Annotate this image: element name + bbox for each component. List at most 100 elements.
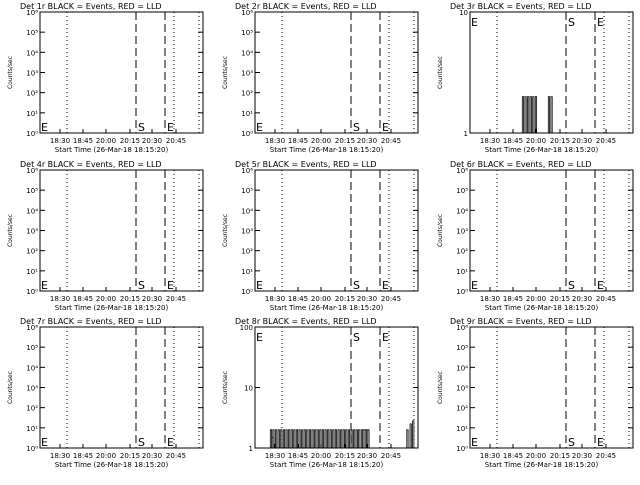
panel-title: Det 4r BLACK = Events, RED = LLD <box>20 160 162 169</box>
x-tick-label: 20:15 <box>550 295 570 303</box>
event-series <box>521 96 553 134</box>
y-axis-label: Counts/sec <box>7 371 14 404</box>
x-tick-label: 18:45 <box>288 452 308 460</box>
marker-e: E <box>167 121 174 134</box>
x-axis-label: Start Time (26-Mar-18 18:15:20) <box>55 461 169 469</box>
x-tick-label: 20:45 <box>381 295 401 303</box>
y-tick-label: 10 <box>244 385 253 393</box>
x-tick-label: 20:15 <box>550 137 570 145</box>
x-tick-label: 18:45 <box>288 295 308 303</box>
marker-s: S <box>353 279 360 292</box>
panel-title: Det 1r BLACK = Events, RED = LLD <box>20 2 162 11</box>
y-tick-label: 10⁴ <box>456 207 468 215</box>
x-tick-label: 18:30 <box>50 452 70 460</box>
y-tick-label: 10² <box>26 248 38 256</box>
panel-det-8: Det 8r BLACK = Events, RED = LLD Counts/s… <box>222 317 419 469</box>
y-tick-label: 10⁵ <box>26 29 38 37</box>
plot-frame <box>254 169 419 292</box>
y-axis-label: Counts/sec <box>437 214 444 247</box>
marker-e: E <box>382 279 389 292</box>
x-tick-label: 20:15 <box>120 452 140 460</box>
x-tick-label: 20:45 <box>596 295 616 303</box>
x-tick-label: 20:15 <box>550 452 570 460</box>
x-axis-label: Start Time (26-Mar-18 18:15:20) <box>485 304 599 312</box>
marker-e: E <box>597 279 604 292</box>
y-tick-label: 10³ <box>456 228 468 236</box>
panel-det-4: Det 4r BLACK = Events, RED = LLD Counts/s… <box>7 160 204 312</box>
y-axis-label: Counts/sec <box>222 214 229 247</box>
y-tick-label: 10⁵ <box>241 187 253 195</box>
y-axis-label: Counts/sec <box>222 371 229 404</box>
panel-title: Det 9r BLACK = Events, RED = LLD <box>450 317 592 326</box>
x-tick-label: 18:30 <box>50 137 70 145</box>
x-tick-label: 18:45 <box>288 137 308 145</box>
x-tick-label: 20:45 <box>166 137 186 145</box>
marker-e: E <box>41 436 48 449</box>
y-tick-label: 10⁵ <box>241 29 253 37</box>
x-axis-label: Start Time (26-Mar-18 18:15:20) <box>270 304 384 312</box>
marker-e: E <box>167 279 174 292</box>
x-tick-label: 18:30 <box>480 137 500 145</box>
y-tick-label: 10¹ <box>26 110 38 118</box>
y-tick-label: 10⁴ <box>241 207 253 215</box>
y-tick-label: 10⁵ <box>26 344 38 352</box>
plot-frame <box>39 11 204 134</box>
y-tick-label: 10⁴ <box>26 207 38 215</box>
x-tick-label: 20:45 <box>381 452 401 460</box>
y-tick-label: 10⁴ <box>26 364 38 372</box>
y-tick-label: 10⁰ <box>26 445 38 453</box>
x-axis-label: Start Time (26-Mar-18 18:15:20) <box>485 146 599 154</box>
marker-e: E <box>256 279 263 292</box>
marker-e: E <box>597 436 604 449</box>
plot-frame <box>469 326 634 449</box>
panel-title: Det 7r BLACK = Events, RED = LLD <box>20 317 162 326</box>
x-tick-label: 18:45 <box>73 137 93 145</box>
x-tick-label: 20:00 <box>96 452 116 460</box>
y-tick-label: 10² <box>26 90 38 98</box>
panel-det-9: Det 9r BLACK = Events, RED = LLD Counts/s… <box>437 317 634 469</box>
x-axis-label: Start Time (26-Mar-18 18:15:20) <box>55 304 169 312</box>
marker-e: E <box>382 121 389 134</box>
y-tick-label: 10⁰ <box>456 445 468 453</box>
x-tick-label: 20:00 <box>526 452 546 460</box>
y-tick-label: 10² <box>456 405 468 413</box>
x-tick-label: 18:30 <box>265 295 285 303</box>
y-axis-label: Counts/sec <box>437 371 444 404</box>
y-tick-label: 10⁴ <box>241 49 253 57</box>
panel-det-5: Det 5r BLACK = Events, RED = LLD Counts/s… <box>222 160 419 312</box>
panel-title: Det 2r BLACK = Events, RED = LLD <box>235 2 377 11</box>
panel-title: Det 6r BLACK = Events, RED = LLD <box>450 160 592 169</box>
x-tick-label: 18:45 <box>503 295 523 303</box>
y-tick-label: 10¹ <box>241 110 253 118</box>
plot-frame <box>39 326 204 449</box>
y-tick-label: 1 <box>249 445 253 453</box>
marker-e: E <box>256 121 263 134</box>
x-tick-label: 20:15 <box>335 137 355 145</box>
x-tick-label: 20:30 <box>572 137 592 145</box>
y-tick-label: 10⁰ <box>26 288 38 296</box>
x-tick-label: 20:30 <box>142 452 162 460</box>
marker-s: S <box>138 121 145 134</box>
y-tick-label: 10² <box>241 248 253 256</box>
x-tick-label: 18:30 <box>50 295 70 303</box>
panel-det-6: Det 6r BLACK = Events, RED = LLD Counts/s… <box>437 160 634 312</box>
y-tick-label: 1 <box>464 130 468 138</box>
y-tick-label: 10⁶ <box>241 167 253 175</box>
y-axis-label: Counts/sec <box>437 56 444 89</box>
marker-s: S <box>138 436 145 449</box>
y-tick-label: 10² <box>456 248 468 256</box>
y-tick-label: 10¹ <box>26 425 38 433</box>
x-tick-label: 20:45 <box>166 295 186 303</box>
y-tick-label: 10⁶ <box>26 167 38 175</box>
x-tick-label: 18:45 <box>503 452 523 460</box>
x-tick-label: 20:00 <box>311 137 331 145</box>
plot-frame <box>469 11 634 134</box>
panel-title: Det 5r BLACK = Events, RED = LLD <box>235 160 377 169</box>
y-tick-label: 10⁶ <box>456 167 468 175</box>
marker-s: S <box>568 279 575 292</box>
x-tick-label: 20:30 <box>142 295 162 303</box>
x-tick-label: 18:30 <box>480 452 500 460</box>
x-tick-label: 20:45 <box>381 137 401 145</box>
y-tick-label: 10 <box>459 9 468 17</box>
x-tick-label: 18:30 <box>265 452 285 460</box>
